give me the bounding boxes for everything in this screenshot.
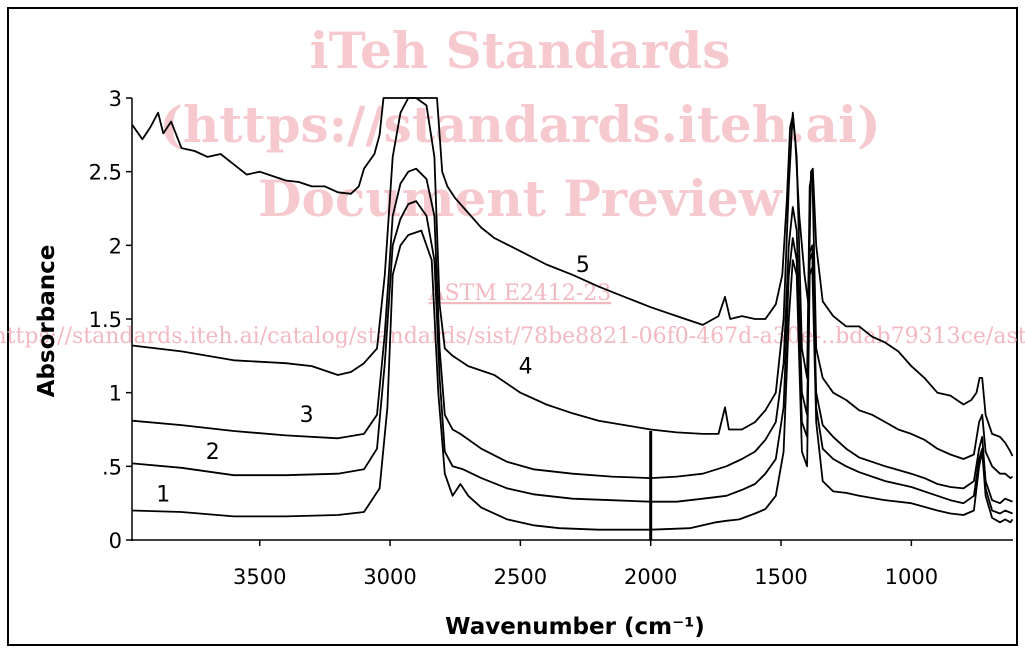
y-tick-label: .5 — [102, 455, 122, 479]
x-tick-label: 3500 — [233, 565, 286, 589]
axes: 0 .5 1 1.5 2 2.5 3 3500 3000 2500 2000 1500 1000 — [89, 87, 1013, 589]
watermark-line1: iTeh Standards — [310, 21, 731, 80]
series-labels: 1 2 3 4 5 — [156, 253, 590, 508]
series-line-4 — [131, 97, 1014, 479]
series-label-1: 1 — [156, 483, 170, 508]
series-label-3: 3 — [300, 403, 314, 428]
watermark-line2: (https://standards.iteh.ai) — [159, 95, 880, 154]
y-tick-label: 1 — [109, 382, 122, 406]
watermark: iTeh Standards (https://standards.iteh.a… — [0, 21, 1025, 349]
x-tick-label: 1000 — [885, 565, 938, 589]
y-tick-label: 0 — [109, 529, 122, 553]
series-line-1 — [131, 229, 1014, 531]
x-tick-label: 2000 — [624, 565, 677, 589]
watermark-line3: Document Preview — [258, 169, 784, 228]
y-tick-label: 2.5 — [89, 161, 122, 185]
watermark-line4: ASTM E2412-23 — [428, 281, 612, 306]
series-line-5 — [131, 97, 1014, 457]
series-line-2 — [131, 200, 1013, 515]
x-tick-label: 2500 — [494, 565, 547, 589]
y-axis-title: Absorbance — [34, 245, 60, 398]
series-label-2: 2 — [206, 440, 220, 465]
x-axis-title: Wavenumber (cm⁻¹) — [445, 614, 705, 640]
series-label-4: 4 — [519, 355, 533, 380]
y-tick-label: 2 — [109, 234, 122, 258]
x-tick-label: 1500 — [754, 565, 807, 589]
y-tick-label: 3 — [109, 87, 122, 111]
x-tick-label: 3000 — [363, 565, 416, 589]
series-layer — [131, 97, 1014, 531]
y-tick-label: 1.5 — [89, 308, 122, 332]
watermark-line5: https://standards.iteh.ai/catalog/standa… — [0, 324, 1025, 349]
series-label-5: 5 — [576, 253, 590, 278]
series-line-3 — [131, 167, 1013, 505]
